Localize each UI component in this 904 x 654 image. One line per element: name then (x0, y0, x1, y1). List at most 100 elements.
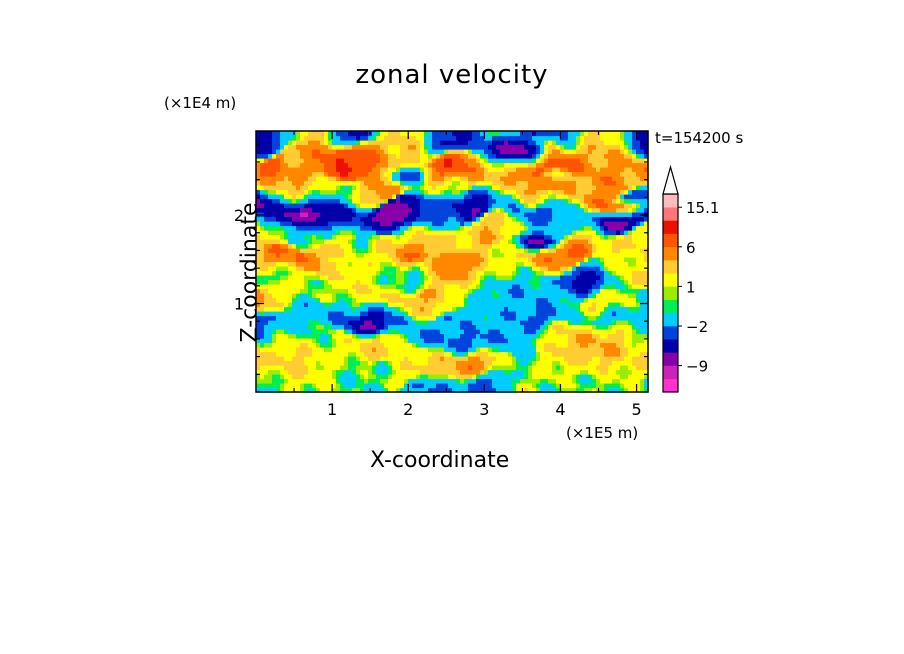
heatmap-cell (292, 135, 297, 141)
heatmap-cell (568, 180, 573, 186)
heatmap-cell (440, 329, 445, 335)
heatmap-cell (484, 162, 489, 168)
heatmap-cell (272, 230, 277, 236)
heatmap-cell (480, 356, 485, 362)
heatmap-cell (564, 171, 569, 177)
heatmap-cell (412, 153, 417, 159)
heatmap-cell (536, 180, 541, 186)
heatmap-cell (544, 374, 549, 380)
heatmap-cell (532, 351, 537, 357)
heatmap-cell (276, 149, 281, 155)
heatmap-cell (572, 387, 577, 393)
heatmap-cell (364, 288, 369, 294)
heatmap-cell (296, 144, 301, 150)
heatmap-cell (464, 320, 469, 326)
heatmap-cell (332, 252, 337, 258)
heatmap-cell (408, 171, 413, 177)
heatmap-cell (476, 198, 481, 204)
heatmap-cell (516, 243, 521, 249)
heatmap-cell (328, 333, 333, 339)
heatmap-cell (588, 261, 593, 267)
heatmap-cell (440, 297, 445, 303)
heatmap-cell (392, 320, 397, 326)
heatmap-cell (436, 216, 441, 222)
heatmap-cell (536, 221, 541, 227)
heatmap-cell (536, 347, 541, 353)
heatmap-cell (392, 351, 397, 357)
heatmap-cell (340, 279, 345, 285)
heatmap-cell (488, 153, 493, 159)
heatmap-cell (340, 153, 345, 159)
heatmap-cell (428, 189, 433, 195)
heatmap-cell (444, 315, 449, 321)
heatmap-cell (592, 198, 597, 204)
heatmap-cell (544, 158, 549, 164)
heatmap-cell (560, 257, 565, 263)
heatmap-cell (312, 387, 317, 393)
heatmap-cell (376, 180, 381, 186)
heatmap-cell (380, 333, 385, 339)
heatmap-cell (568, 311, 573, 317)
heatmap-cell (432, 261, 437, 267)
heatmap-cell (592, 225, 597, 231)
heatmap-cell (356, 293, 361, 299)
heatmap-cell (336, 360, 341, 366)
heatmap-cell (580, 347, 585, 353)
heatmap-cell (280, 230, 285, 236)
heatmap-cell (304, 248, 309, 254)
heatmap-cell (312, 212, 317, 218)
heatmap-cell (580, 288, 585, 294)
heatmap-cell (584, 212, 589, 218)
heatmap-cell (488, 176, 493, 182)
heatmap-cell (548, 324, 553, 330)
heatmap-cell (472, 329, 477, 335)
heatmap-cell (376, 252, 381, 258)
heatmap-cell (460, 144, 465, 150)
heatmap-cell (576, 356, 581, 362)
heatmap-cell (336, 324, 341, 330)
heatmap-cell (360, 167, 365, 173)
heatmap-cell (264, 284, 269, 290)
heatmap-cell (372, 311, 377, 317)
heatmap-cell (396, 216, 401, 222)
heatmap-cell (280, 324, 285, 330)
heatmap-cell (336, 266, 341, 272)
heatmap-cell (348, 140, 353, 146)
heatmap-cell (256, 338, 261, 344)
heatmap-cell (280, 257, 285, 263)
heatmap-cell (480, 189, 485, 195)
heatmap-cell (504, 266, 509, 272)
heatmap-cell (532, 333, 537, 339)
heatmap-cell (332, 140, 337, 146)
heatmap-cell (508, 216, 513, 222)
heatmap-cell (568, 351, 573, 357)
heatmap-cell (360, 194, 365, 200)
heatmap-cell (288, 239, 293, 245)
heatmap-cell (276, 275, 281, 281)
heatmap-cell (304, 365, 309, 371)
heatmap-cell (380, 351, 385, 357)
heatmap-cell (476, 140, 481, 146)
heatmap-cell (312, 185, 317, 191)
heatmap-cell (480, 279, 485, 285)
heatmap-cell (392, 315, 397, 321)
heatmap-cell (300, 198, 305, 204)
heatmap-cell (476, 311, 481, 317)
heatmap-cell (392, 230, 397, 236)
heatmap-cell (356, 306, 361, 312)
heatmap-cell (512, 347, 517, 353)
heatmap-cell (380, 315, 385, 321)
heatmap-cell (496, 135, 501, 141)
heatmap-cell (596, 230, 601, 236)
heatmap-cell (268, 333, 273, 339)
heatmap-cell (580, 378, 585, 384)
heatmap-cell (504, 320, 509, 326)
heatmap-cell (576, 338, 581, 344)
heatmap-cell (436, 324, 441, 330)
heatmap-cell (340, 225, 345, 231)
heatmap-cell (384, 369, 389, 375)
heatmap-cell (396, 333, 401, 339)
heatmap-cell (536, 383, 541, 389)
heatmap-cell (336, 288, 341, 294)
heatmap-cell (536, 311, 541, 317)
